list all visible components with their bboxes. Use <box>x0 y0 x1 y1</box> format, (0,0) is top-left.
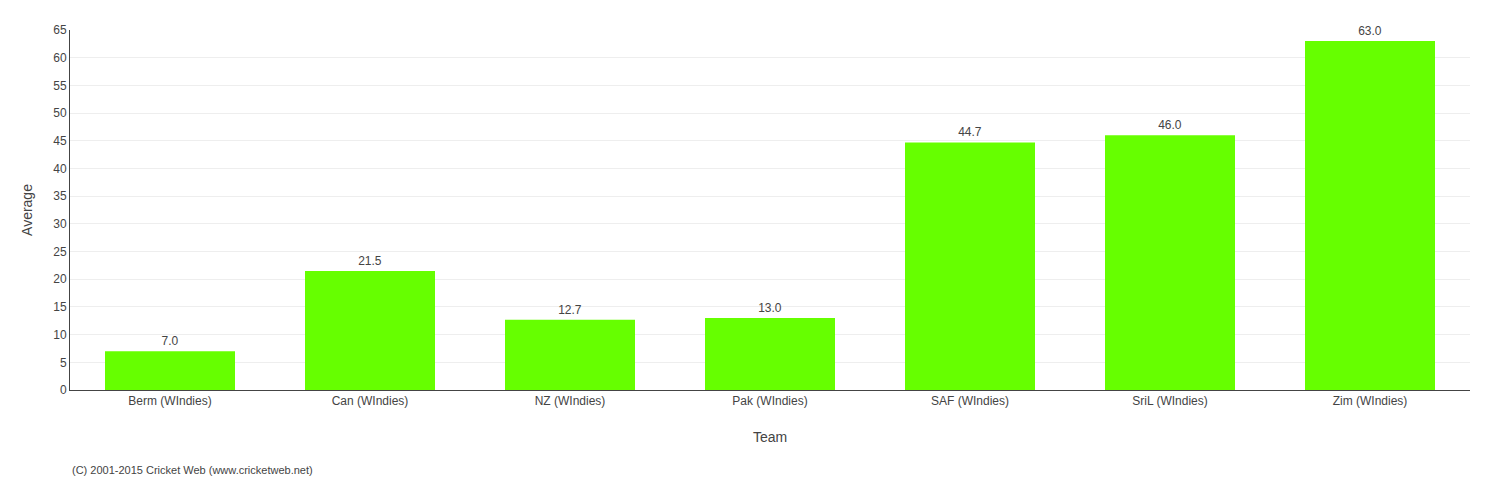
svg-text:12.7: 12.7 <box>558 303 582 317</box>
svg-text:Zim (WIndies): Zim (WIndies) <box>1333 394 1408 408</box>
svg-text:46.0: 46.0 <box>1158 118 1182 132</box>
svg-text:Berm (WIndies): Berm (WIndies) <box>128 394 211 408</box>
svg-text:0: 0 <box>60 383 67 397</box>
svg-text:50: 50 <box>53 106 67 120</box>
svg-text:10: 10 <box>53 328 67 342</box>
svg-text:NZ (WIndies): NZ (WIndies) <box>535 394 606 408</box>
svg-text:25: 25 <box>53 245 67 259</box>
svg-text:40: 40 <box>53 162 67 176</box>
svg-text:63.0: 63.0 <box>1358 24 1382 38</box>
svg-text:5: 5 <box>60 356 67 370</box>
svg-text:65: 65 <box>53 23 67 37</box>
svg-text:21.5: 21.5 <box>358 254 382 268</box>
svg-text:35: 35 <box>53 189 67 203</box>
svg-text:Pak (WIndies): Pak (WIndies) <box>732 394 807 408</box>
svg-text:(C) 2001-2015 Cricket Web (www: (C) 2001-2015 Cricket Web (www.cricketwe… <box>72 464 313 476</box>
svg-text:7.0: 7.0 <box>161 334 178 348</box>
svg-text:15: 15 <box>53 300 67 314</box>
svg-text:55: 55 <box>53 79 67 93</box>
svg-text:13.0: 13.0 <box>758 301 782 315</box>
svg-text:SAF (WIndies): SAF (WIndies) <box>931 394 1009 408</box>
svg-text:Average: Average <box>19 184 35 236</box>
svg-text:44.7: 44.7 <box>958 125 982 139</box>
svg-text:20: 20 <box>53 272 67 286</box>
svg-text:Team: Team <box>753 429 787 445</box>
svg-text:60: 60 <box>53 51 67 65</box>
svg-text:SriL (WIndies): SriL (WIndies) <box>1132 394 1208 408</box>
svg-text:45: 45 <box>53 134 67 148</box>
svg-text:30: 30 <box>53 217 67 231</box>
svg-text:Can (WIndies): Can (WIndies) <box>332 394 409 408</box>
